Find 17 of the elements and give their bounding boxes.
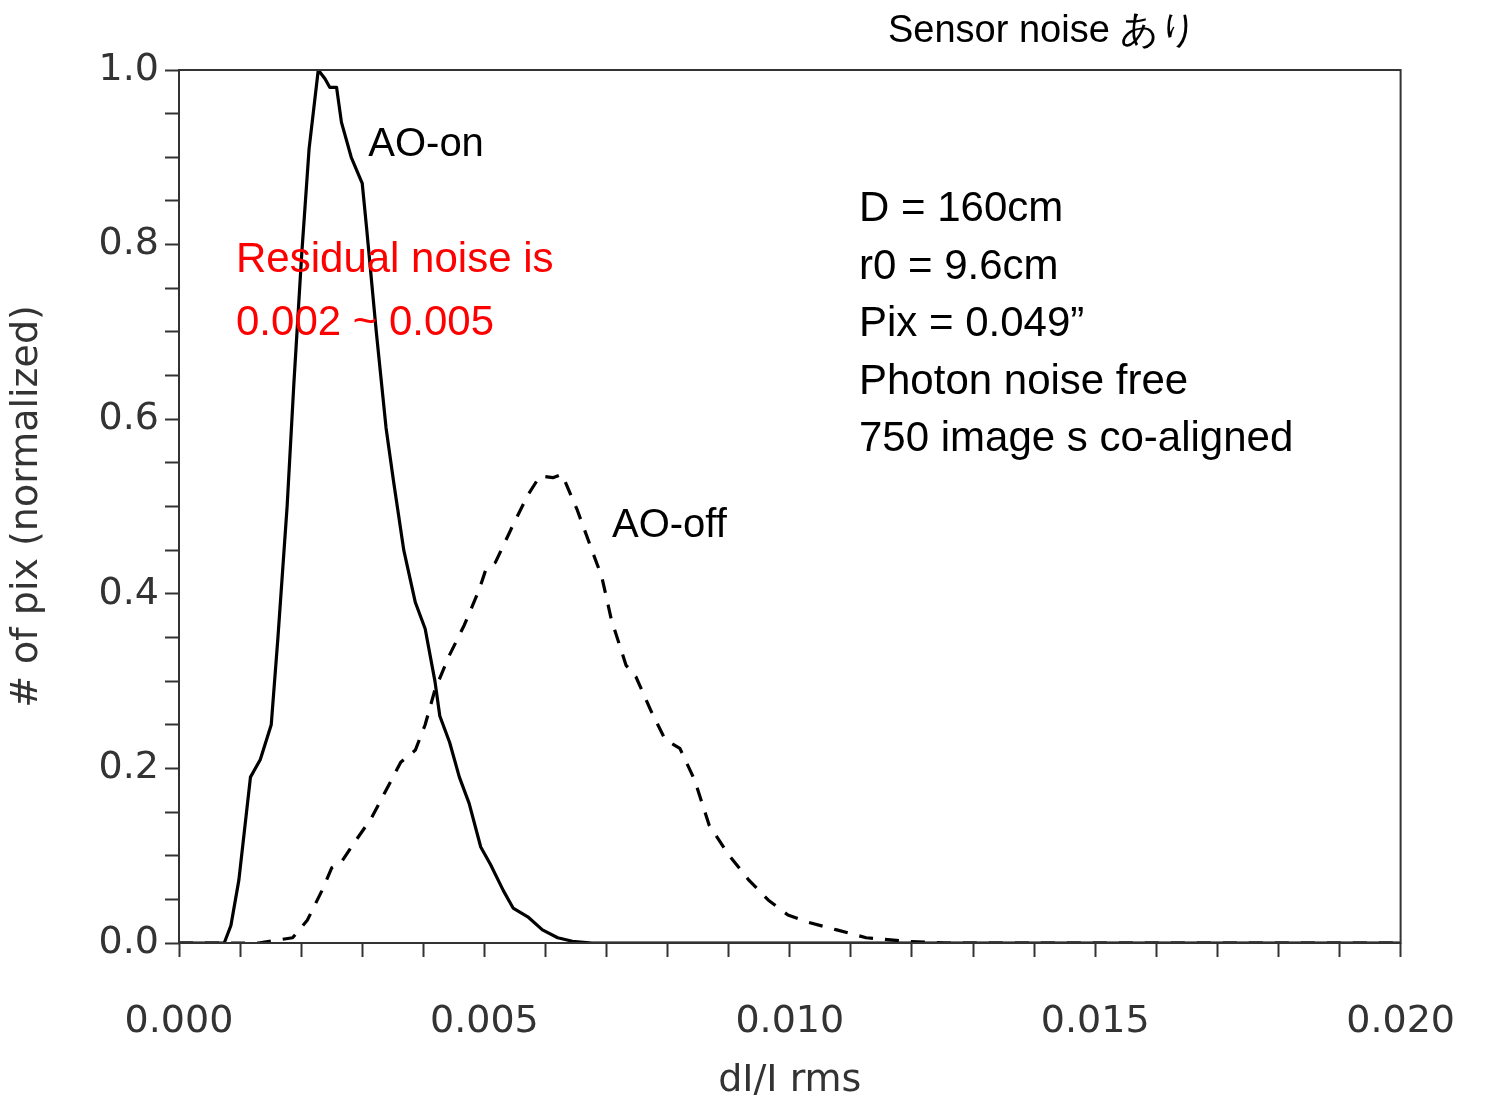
y-tick-label: 0.2 (98, 743, 159, 788)
y-tick-label: 1.0 (98, 44, 159, 89)
y-tick-label: 0.8 (98, 219, 159, 264)
x-tick-label: 0.010 (735, 996, 845, 1041)
y-tick-label: 0.4 (98, 568, 159, 613)
x-tick-label: 0.020 (1346, 996, 1456, 1041)
y-tick-label: 0.6 (98, 394, 159, 439)
series-label: AO-off (611, 501, 728, 546)
y-axis-title: # of pix (normalized) (1, 305, 46, 708)
chart-title: Sensor noise あり (888, 7, 1199, 52)
x-tick-label: 0.015 (1040, 996, 1150, 1041)
x-tick-label: 0.005 (430, 996, 539, 1041)
x-tick-label: 0.000 (124, 996, 234, 1041)
y-tick-label: 0.0 (98, 917, 159, 962)
annotation: D = 160cm r0 = 9.6cm Pix = 0.049” Photon noise free 750 image s co-aligned (859, 182, 1294, 462)
series-label: AO-on (368, 120, 484, 165)
x-axis-title: dI/I rms (718, 1056, 862, 1101)
